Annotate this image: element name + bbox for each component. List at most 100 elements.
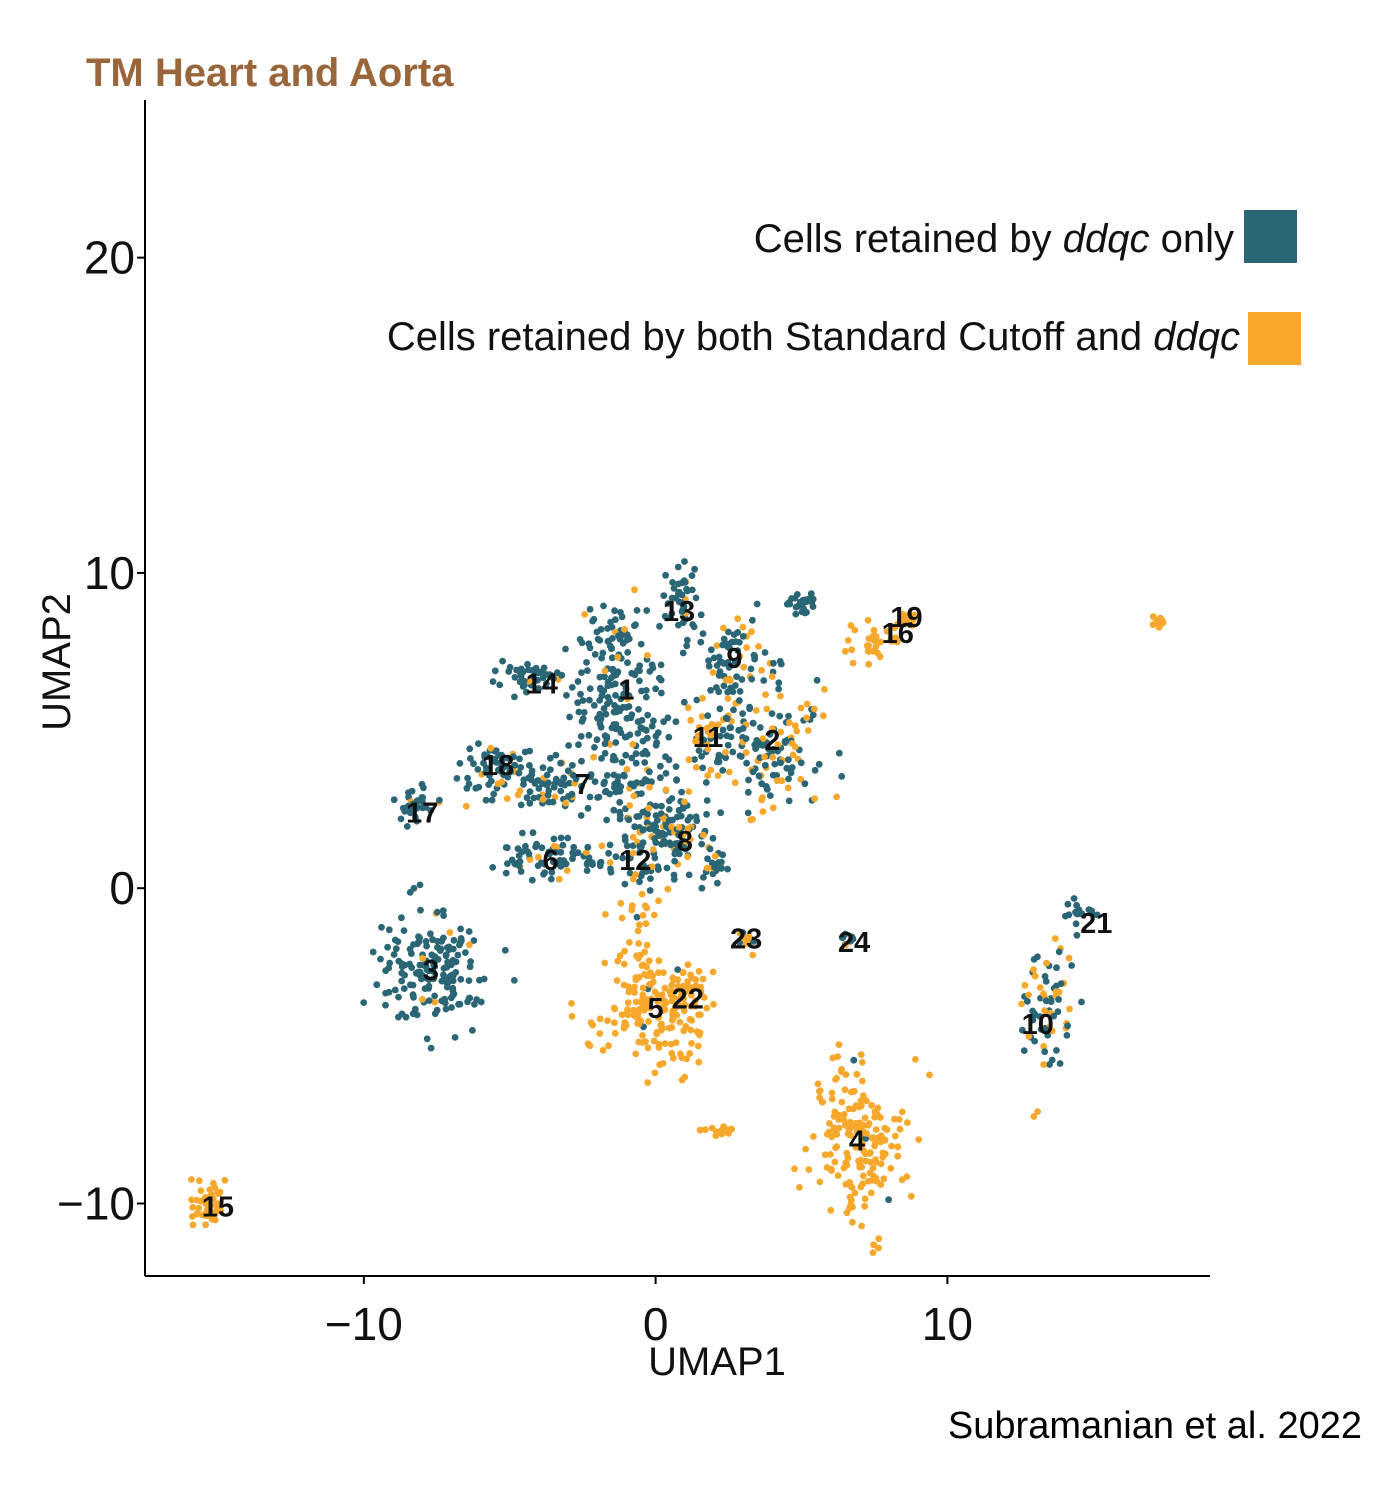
point-ddqc-only — [617, 783, 625, 790]
point-both — [720, 624, 727, 632]
point-both — [661, 1040, 669, 1047]
point-ddqc-only — [488, 796, 496, 804]
point-both — [644, 652, 651, 659]
point-both — [888, 1142, 895, 1150]
point-both — [903, 1173, 911, 1180]
point-ddqc-only — [467, 755, 474, 762]
point-ddqc-only — [400, 927, 408, 934]
point-ddqc-only — [758, 780, 766, 788]
point-both — [875, 1235, 883, 1243]
point-both — [631, 983, 638, 991]
point-ddqc-only — [647, 875, 654, 882]
point-both — [852, 1102, 860, 1110]
point-ddqc-only — [501, 946, 509, 954]
point-ddqc-only — [748, 675, 756, 683]
point-ddqc-only — [691, 756, 698, 763]
point-ddqc-only — [745, 776, 752, 784]
point-ddqc-only — [425, 976, 433, 983]
point-ddqc-only — [1063, 1032, 1071, 1039]
point-both — [641, 948, 649, 956]
point-ddqc-only — [526, 762, 533, 769]
point-ddqc-only — [585, 731, 593, 739]
point-ddqc-only — [619, 854, 626, 862]
point-ddqc-only — [610, 806, 618, 814]
point-both — [907, 1192, 915, 1200]
point-both — [639, 961, 647, 969]
point-ddqc-only — [691, 565, 698, 573]
point-ddqc-only — [394, 938, 402, 945]
point-both — [828, 1095, 836, 1103]
point-ddqc-only — [658, 802, 665, 810]
point-ddqc-only — [538, 844, 546, 852]
point-ddqc-only — [637, 640, 645, 648]
point-ddqc-only — [407, 981, 414, 989]
point-ddqc-only — [770, 659, 777, 667]
point-both — [713, 642, 721, 649]
point-both — [676, 1018, 684, 1026]
point-ddqc-only — [720, 635, 728, 643]
point-both — [828, 1089, 836, 1097]
point-ddqc-only — [643, 607, 651, 614]
point-ddqc-only — [682, 615, 690, 623]
point-both — [791, 743, 799, 751]
cluster-label-14: 14 — [526, 668, 558, 700]
point-ddqc-only — [587, 771, 595, 778]
point-both — [189, 1204, 197, 1211]
point-ddqc-only — [1031, 1010, 1038, 1018]
legend-swatch-both — [1248, 312, 1301, 365]
point-ddqc-only — [692, 813, 700, 821]
point-ddqc-only — [685, 871, 693, 879]
point-ddqc-only — [1088, 909, 1095, 917]
point-both — [1025, 991, 1032, 999]
point-ddqc-only — [395, 993, 402, 1001]
point-ddqc-only — [733, 673, 740, 680]
point-ddqc-only — [665, 797, 673, 805]
point-ddqc-only — [716, 705, 724, 713]
point-ddqc-only — [626, 854, 634, 862]
y-tick-label: 20 — [84, 232, 135, 284]
point-both — [891, 1132, 899, 1140]
point-ddqc-only — [532, 664, 540, 672]
point-ddqc-only — [628, 754, 636, 762]
point-both — [877, 1132, 885, 1140]
point-ddqc-only — [1041, 1048, 1049, 1056]
point-both — [684, 853, 691, 861]
point-both — [685, 756, 693, 764]
point-both — [643, 941, 651, 949]
point-both — [629, 833, 637, 841]
point-both — [826, 1120, 833, 1127]
point-both — [1021, 981, 1029, 989]
point-both — [635, 940, 642, 947]
point-ddqc-only — [616, 798, 624, 806]
point-ddqc-only — [607, 618, 614, 626]
point-ddqc-only — [558, 671, 566, 679]
point-ddqc-only — [850, 1056, 858, 1064]
point-both — [1055, 988, 1063, 996]
point-both — [419, 954, 426, 962]
point-both — [602, 911, 609, 918]
point-ddqc-only — [574, 699, 582, 707]
point-ddqc-only — [451, 1034, 459, 1041]
point-ddqc-only — [392, 945, 400, 953]
point-ddqc-only — [583, 860, 591, 868]
point-ddqc-only — [719, 726, 727, 734]
point-ddqc-only — [739, 710, 746, 717]
point-both — [833, 1143, 841, 1151]
point-both — [632, 998, 640, 1006]
point-ddqc-only — [476, 976, 483, 984]
point-ddqc-only — [533, 676, 541, 684]
point-ddqc-only — [378, 923, 385, 931]
point-ddqc-only — [621, 772, 628, 780]
point-ddqc-only — [373, 981, 381, 989]
point-both — [604, 1017, 611, 1024]
point-ddqc-only — [442, 952, 450, 960]
point-ddqc-only — [793, 591, 801, 598]
point-both — [614, 653, 622, 661]
point-ddqc-only — [661, 612, 669, 620]
point-ddqc-only — [783, 764, 791, 772]
point-ddqc-only — [698, 840, 706, 848]
point-ddqc-only — [1064, 900, 1072, 908]
point-ddqc-only — [465, 977, 473, 984]
point-both — [861, 1202, 869, 1210]
point-ddqc-only — [575, 741, 582, 749]
